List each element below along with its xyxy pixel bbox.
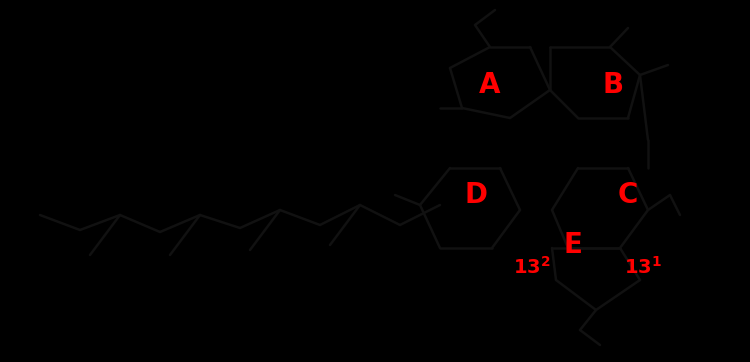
Text: D: D bbox=[464, 181, 488, 209]
Text: $\mathbf{13^2}$: $\mathbf{13^2}$ bbox=[513, 256, 550, 278]
Text: B: B bbox=[602, 71, 623, 99]
Text: $\mathbf{13^1}$: $\mathbf{13^1}$ bbox=[624, 256, 662, 278]
Text: A: A bbox=[479, 71, 501, 99]
Text: E: E bbox=[563, 231, 583, 259]
Text: C: C bbox=[618, 181, 638, 209]
